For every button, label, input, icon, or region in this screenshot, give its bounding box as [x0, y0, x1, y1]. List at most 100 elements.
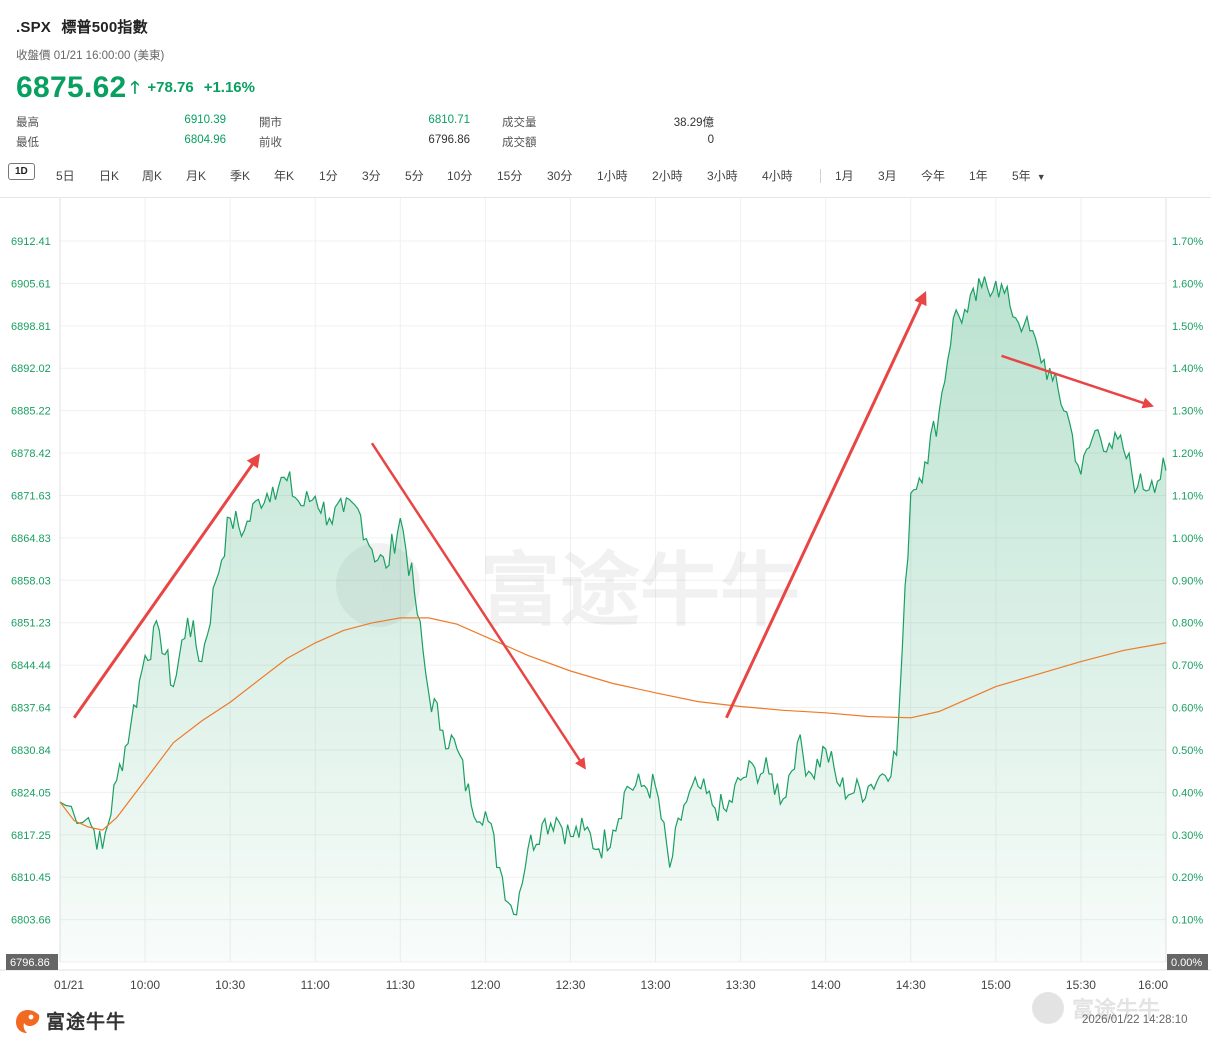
x-tick-label: 12:00	[470, 978, 500, 992]
y-right-tick-label: 0.90%	[1172, 575, 1203, 587]
price-change-pct: +1.16%	[203, 79, 255, 96]
price-line	[59, 276, 1167, 916]
tab-5year-dropdown[interactable]: 5年 ▼	[1012, 167, 1046, 184]
tab-daily-k[interactable]: 日K	[99, 169, 120, 183]
trend-arrows	[72, 291, 1154, 770]
y-right-tick-label: 0.50%	[1172, 745, 1203, 757]
tab-4hour[interactable]: 4小時	[762, 169, 793, 183]
y-right-tick-label: 0.20%	[1172, 872, 1203, 884]
y-left-tick-label: 6796.86	[10, 957, 50, 969]
symbol-title: .SPX 標普500指數	[16, 16, 1196, 37]
stat-volume-label: 成交量	[502, 117, 537, 129]
y-left-tick-label: 6810.45	[11, 872, 51, 884]
x-tick-label: 16:00	[1138, 978, 1168, 992]
tab-1month[interactable]: 1月	[835, 169, 854, 183]
caret-down-icon: ▼	[1036, 172, 1046, 182]
x-axis: 01/21 10:00 10:30 11:00 11:30 12:00 12:30 13:00…	[54, 978, 1168, 992]
stats-panel: 最高 6910.39 最低 6804.96 開市 6810.71 前收 6796…	[16, 114, 716, 154]
y-right-tick-label: 0.80%	[1172, 618, 1203, 630]
prev-close-badge	[6, 954, 58, 970]
tab-3hour[interactable]: 3小時	[707, 169, 738, 183]
y-right-tick-label: 0.00%	[1171, 957, 1202, 969]
tab-quarterly-k[interactable]: 季K	[230, 169, 251, 183]
tab-monthly-k[interactable]: 月K	[186, 169, 207, 183]
period-toolbar: 1D 5日 日K 周K 月K 季K 年K 1分 3分 5分 10分 15分 30…	[8, 163, 1208, 189]
tab-1year[interactable]: 1年	[969, 169, 988, 183]
corner-watermark-text: 富途牛牛	[1072, 997, 1161, 1022]
stat-prevclose-value: 6796.86	[428, 134, 470, 146]
tab-1d[interactable]: 1D	[8, 163, 35, 180]
y-right-tick-label: 0.60%	[1172, 703, 1203, 715]
y-left-tick-label: 6803.66	[11, 915, 51, 927]
x-tick-label: 14:00	[811, 978, 841, 992]
y-right-tick-label: 1.50%	[1172, 321, 1203, 333]
watermark-text: 富途牛牛	[480, 544, 800, 637]
y-right-tick-label: 1.60%	[1172, 278, 1203, 290]
stat-turnover-label: 成交額	[502, 137, 537, 149]
tab-15min[interactable]: 15分	[497, 169, 523, 183]
brand-name: 富途牛牛	[46, 1012, 127, 1033]
trend-arrow	[1001, 354, 1154, 409]
quote-header: .SPX 標普500指數 收盤價 01/21 16:00:00 (美東) 687…	[16, 16, 1196, 108]
stat-volume-value: 38.29億	[673, 117, 714, 129]
y-left-tick-label: 6858.03	[11, 575, 51, 587]
trend-arrow	[725, 291, 927, 719]
tab-3month[interactable]: 3月	[878, 169, 897, 183]
price-area-fill	[60, 276, 1166, 962]
y-right-tick-label: 1.70%	[1172, 236, 1203, 248]
tab-weekly-k[interactable]: 周K	[142, 169, 163, 183]
x-tick-label: 15:30	[1066, 978, 1096, 992]
x-tick-label: 13:00	[641, 978, 671, 992]
y-left-tick-label: 6871.63	[11, 490, 51, 502]
toolbar-border	[0, 197, 1211, 198]
x-tick-label: 10:30	[215, 978, 245, 992]
x-tick-label: 11:00	[301, 978, 330, 992]
y-left-tick-label: 6830.84	[11, 745, 51, 757]
y-left-tick-label: 6817.25	[11, 830, 51, 842]
quote-row: 6875.62 🡑 +78.76 +1.16%	[16, 71, 1196, 108]
tab-5d[interactable]: 5日	[56, 169, 75, 183]
x-tick-label: 10:00	[130, 978, 160, 992]
y-left-tick-label: 6898.81	[11, 321, 51, 333]
y-left-tick-label: 6878.42	[11, 448, 51, 460]
x-tick-label: 11:30	[386, 978, 415, 992]
tab-10min[interactable]: 10分	[447, 169, 473, 183]
stat-low-value: 6804.96	[184, 134, 226, 146]
last-price: 6875.62	[16, 71, 127, 104]
stat-low-label: 最低	[16, 137, 39, 149]
y-right-tick-label: 1.30%	[1172, 406, 1203, 418]
stat-open-label: 開市	[259, 117, 282, 129]
close-time: 收盤價 01/21 16:00:00 (美東)	[16, 50, 165, 62]
tab-3min[interactable]: 3分	[362, 169, 381, 183]
corner-watermark-logo-icon	[1032, 992, 1064, 1024]
y-left-tick-label: 6864.83	[11, 533, 51, 545]
zero-pct-badge	[1167, 954, 1208, 970]
stat-prevclose-label: 前收	[259, 137, 282, 149]
tab-1hour[interactable]: 1小時	[597, 169, 628, 183]
up-arrow-icon: 🡑	[130, 78, 140, 97]
y-left-tick-label: 6905.61	[11, 278, 51, 290]
tab-5year-label: 5年	[1012, 169, 1031, 183]
y-right-tick-label: 1.20%	[1172, 448, 1203, 460]
trend-arrow	[72, 453, 261, 719]
stat-high-value: 6910.39	[184, 114, 226, 126]
y-right-tick-label: 0.40%	[1172, 787, 1203, 799]
toolbar-divider	[820, 169, 821, 183]
tab-30min[interactable]: 30分	[547, 169, 573, 183]
x-tick-label: 14:30	[896, 978, 926, 992]
tab-yearly-k[interactable]: 年K	[274, 169, 295, 183]
y-right-tick-label: 1.10%	[1172, 490, 1203, 502]
y-left-tick-label: 6851.23	[11, 618, 51, 630]
x-tick-label: 13:30	[726, 978, 756, 992]
tab-2hour[interactable]: 2小時	[652, 169, 683, 183]
stat-open-value: 6810.71	[428, 114, 470, 126]
tab-ytd[interactable]: 今年	[921, 169, 946, 183]
tab-5min[interactable]: 5分	[405, 169, 424, 183]
y-right-tick-label: 1.00%	[1172, 533, 1203, 545]
stat-high-label: 最高	[16, 117, 39, 129]
y-left-tick-label: 6837.64	[11, 703, 51, 715]
y-left-tick-label: 6844.44	[11, 660, 51, 672]
corner-watermark: 富途牛牛	[1030, 990, 1160, 1026]
tab-1min[interactable]: 1分	[319, 169, 338, 183]
